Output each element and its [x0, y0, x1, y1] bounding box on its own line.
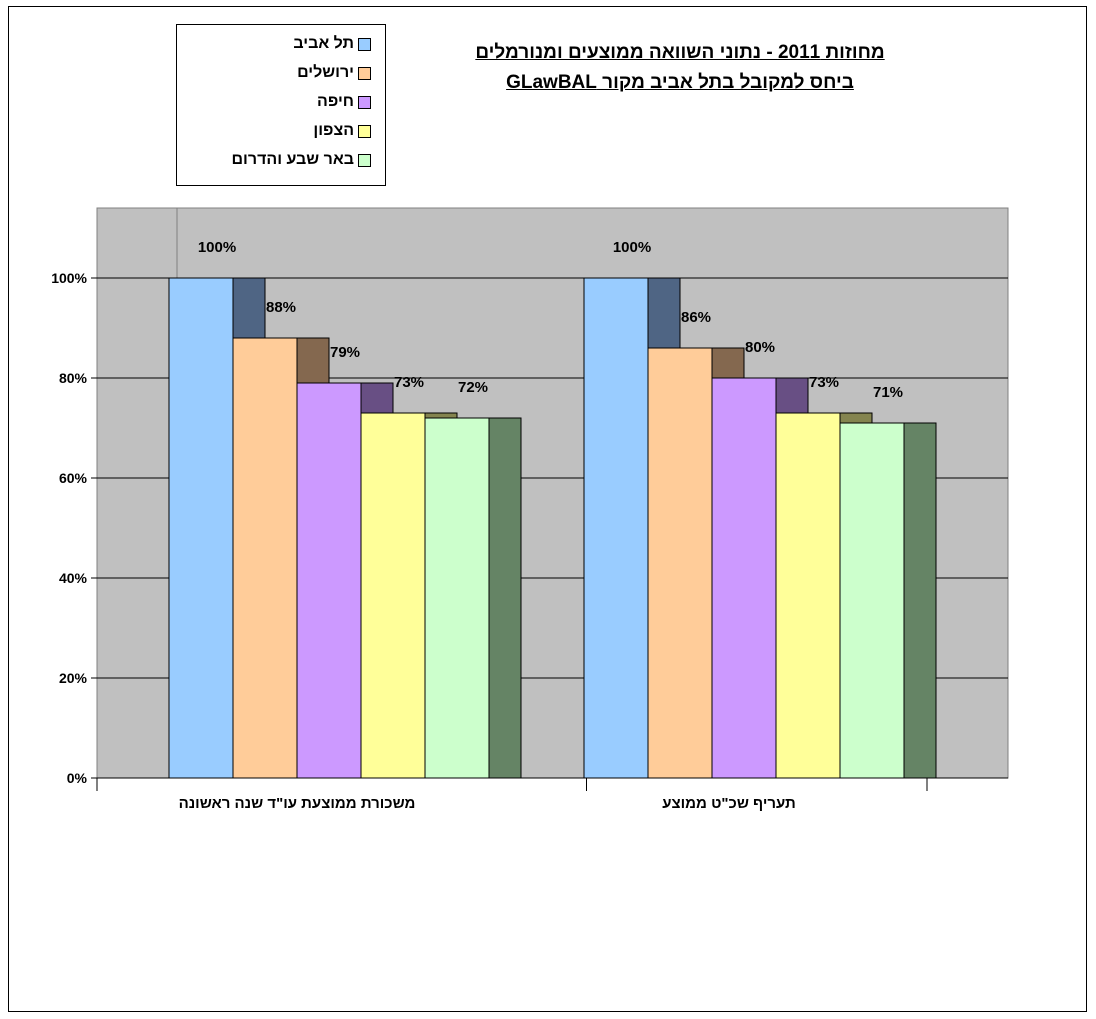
legend-swatch-tel-aviv: [358, 37, 371, 51]
legend-swatch-north: [358, 124, 371, 138]
x-category-label: משכורת ממוצעת עו"ד שנה ראשונה: [179, 795, 416, 812]
legend-item-tel-aviv: תל אביב: [293, 33, 371, 55]
legend-label-north: הצפון: [313, 122, 354, 139]
bar-north: [360, 412, 426, 779]
bar-haifa: [296, 382, 362, 779]
bar-beer-sheva-south: [839, 422, 905, 779]
legend-label-tel-aviv: תל אביב: [293, 35, 354, 52]
legend-swatch-haifa: [358, 95, 371, 109]
data-label-haifa: 79%: [330, 344, 360, 361]
legend-swatch-jerusalem: [358, 66, 371, 80]
legend-item-jerusalem: ירושלים: [297, 62, 371, 84]
data-label-beer-sheva-south: 71%: [873, 384, 903, 401]
data-label-north: 73%: [809, 374, 839, 391]
bar-jerusalem: [232, 337, 298, 779]
legend-item-haifa: חיפה: [317, 91, 371, 113]
y-tick-label: 40%: [59, 570, 88, 586]
data-label-tel-aviv: 100%: [198, 239, 236, 256]
y-tick-label: 20%: [59, 670, 88, 686]
y-tick-label: 60%: [59, 470, 88, 486]
chart-legend: תל אביב ירושלים חיפה הצפון באר שבע והדרו…: [176, 24, 386, 186]
y-tick-label: 0%: [67, 770, 88, 786]
legend-item-beer-sheva-south: באר שבע והדרום: [232, 149, 371, 171]
chart-title-line-2: ביחס למקובל בתל אביב מקור GLawBAL: [506, 72, 854, 93]
data-label-north: 73%: [394, 374, 424, 391]
data-label-jerusalem: 86%: [681, 309, 711, 326]
legend-label-haifa: חיפה: [317, 93, 354, 110]
bar-north: [775, 412, 841, 779]
legend-swatch-beer-sheva-south: [358, 153, 371, 167]
bar-side-beer-sheva-south: [903, 422, 937, 779]
legend-label-jerusalem: ירושלים: [297, 64, 354, 81]
legend-item-north: הצפון: [313, 120, 371, 142]
chart-title: מחוזות 2011 - נתוני השוואה ממוצעים ומנור…: [400, 38, 960, 98]
data-label-jerusalem: 88%: [266, 299, 296, 316]
x-category-label: תעריף שכ"ט ממוצע: [662, 795, 796, 812]
bar-haifa: [711, 377, 777, 779]
data-label-haifa: 80%: [745, 339, 775, 356]
bar-jerusalem: [647, 347, 713, 779]
chart-title-line-1: מחוזות 2011 - נתוני השוואה ממוצעים ומנור…: [475, 42, 885, 63]
bar-tel-aviv: [583, 277, 649, 779]
y-tick-label: 80%: [59, 370, 88, 386]
data-label-tel-aviv: 100%: [613, 239, 651, 256]
bar-beer-sheva-south: [424, 417, 490, 779]
data-label-beer-sheva-south: 72%: [458, 379, 488, 396]
legend-label-beer-sheva-south: באר שבע והדרום: [231, 151, 354, 168]
bar-tel-aviv: [168, 277, 234, 779]
bar-side-beer-sheva-south: [488, 417, 522, 779]
y-tick-label: 100%: [51, 270, 87, 286]
